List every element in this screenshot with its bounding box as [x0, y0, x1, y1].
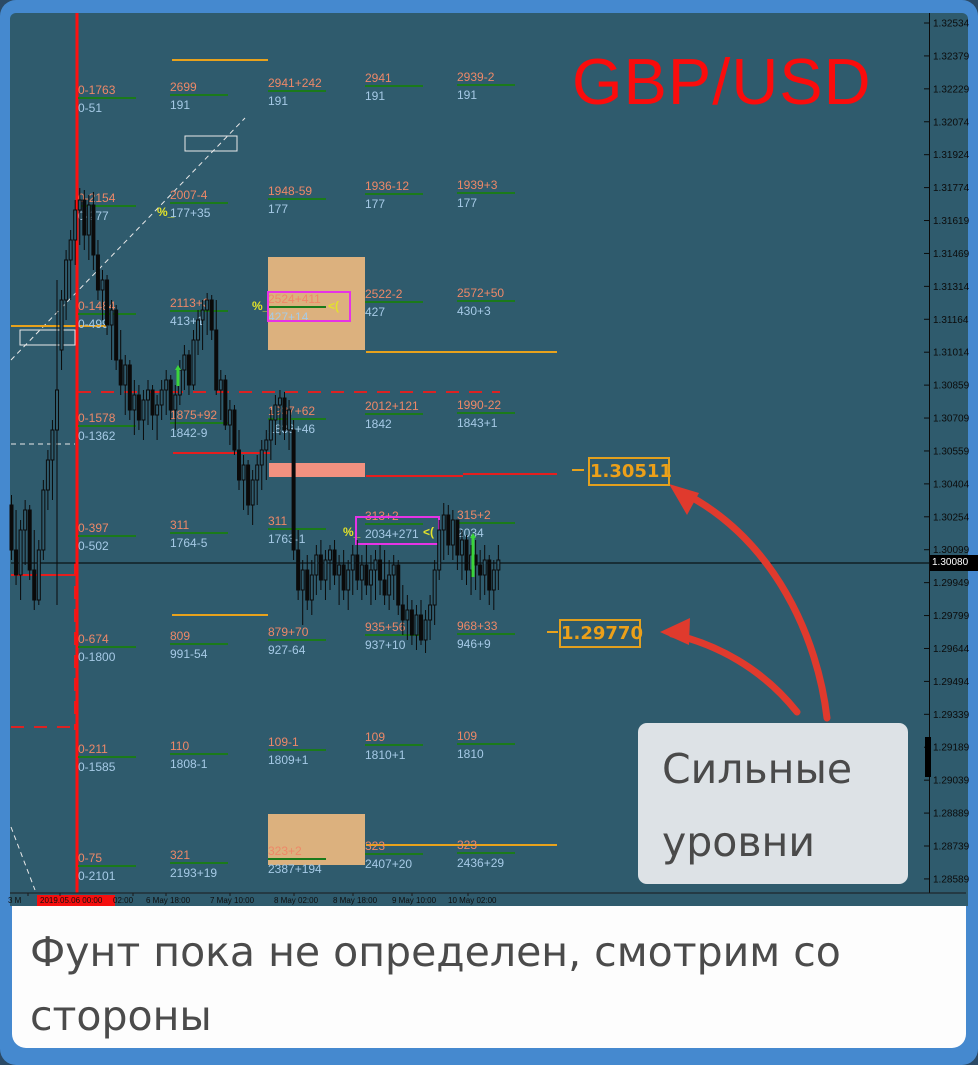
price-tag-upper[interactable]: 1.30511	[588, 457, 672, 486]
banner-line-2: стороны	[30, 992, 212, 1040]
symbol-title: GBP/USD	[572, 45, 872, 118]
current-price-box: 1.30080	[930, 555, 978, 571]
strong-levels-note[interactable]: Сильные уровни	[638, 723, 908, 884]
note-line-1: Сильные	[662, 745, 853, 793]
note-line-2: уровни	[662, 818, 815, 866]
price-tag-lower[interactable]: 1.29770	[559, 619, 643, 648]
comment-banner: Фунт пока не определен, смотрим со сторо…	[12, 906, 966, 1048]
banner-line-1: Фунт пока не определен, смотрим со	[30, 928, 841, 976]
